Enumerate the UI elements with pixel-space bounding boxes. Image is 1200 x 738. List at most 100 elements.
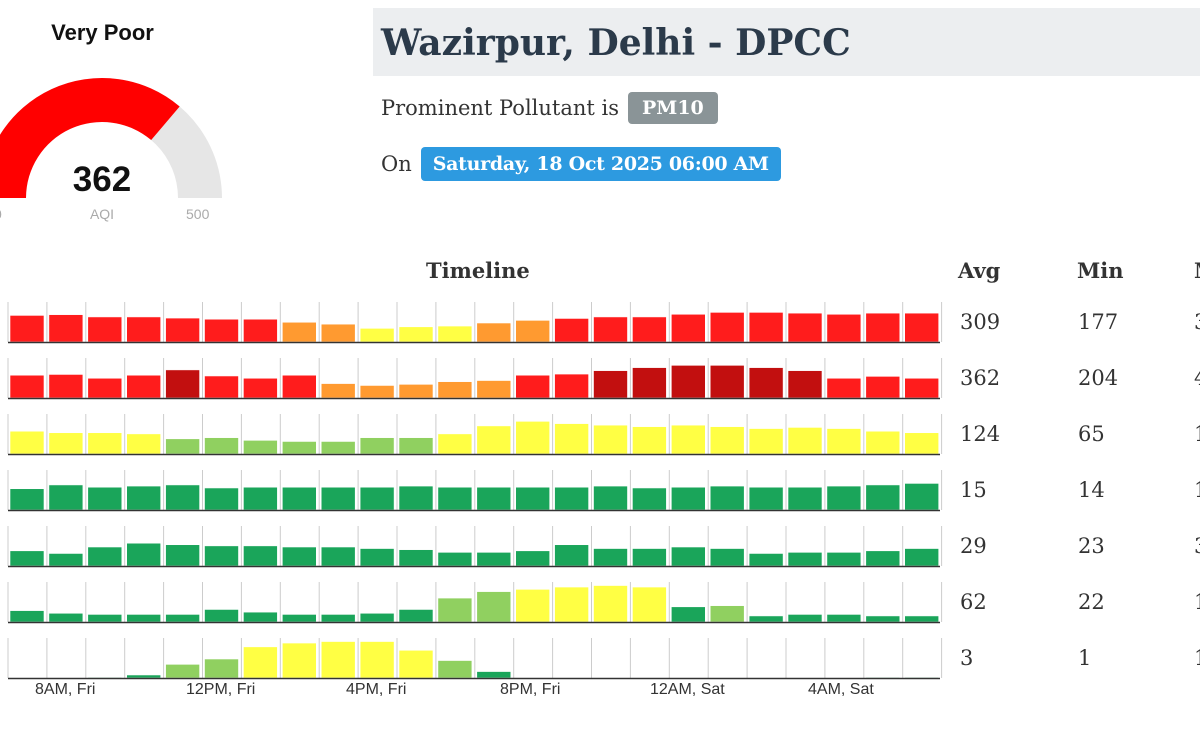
timeline-bar[interactable] xyxy=(204,318,239,343)
timeline-bar[interactable] xyxy=(165,438,200,455)
timeline-bar[interactable] xyxy=(48,432,84,455)
timeline-bar[interactable] xyxy=(398,609,434,623)
timeline-bar[interactable] xyxy=(476,425,512,455)
timeline-bar[interactable] xyxy=(48,314,84,343)
timeline-bar[interactable] xyxy=(359,612,395,623)
timeline-bar[interactable] xyxy=(281,374,317,399)
timeline-bar[interactable] xyxy=(165,369,200,399)
timeline-bar[interactable] xyxy=(165,664,200,679)
timeline-bar[interactable] xyxy=(243,646,278,679)
timeline-bar[interactable] xyxy=(865,550,901,567)
timeline-bar[interactable] xyxy=(826,614,862,623)
timeline-bar[interactable] xyxy=(87,486,123,511)
timeline-bar[interactable] xyxy=(476,486,512,511)
timeline-bar[interactable] xyxy=(281,441,317,455)
timeline-bar[interactable] xyxy=(787,370,823,399)
timeline-bar[interactable] xyxy=(359,548,395,567)
timeline-bar[interactable] xyxy=(165,544,200,567)
timeline-bar[interactable] xyxy=(437,325,473,343)
timeline-bar[interactable] xyxy=(826,377,862,399)
timeline-bar[interactable] xyxy=(87,377,123,399)
timeline-bar[interactable] xyxy=(9,488,45,511)
timeline-bar[interactable] xyxy=(87,546,123,567)
timeline-bar[interactable] xyxy=(593,485,628,511)
timeline-bar[interactable] xyxy=(904,548,940,567)
timeline-bar[interactable] xyxy=(904,377,940,399)
timeline-bar[interactable] xyxy=(126,674,161,679)
timeline-bar[interactable] xyxy=(9,315,45,343)
timeline-bar[interactable] xyxy=(320,614,356,623)
timeline-bar[interactable] xyxy=(632,426,667,455)
timeline-bar[interactable] xyxy=(865,484,901,511)
timeline-bar[interactable] xyxy=(515,589,551,623)
timeline-bar[interactable] xyxy=(670,313,706,343)
timeline-bar[interactable] xyxy=(204,375,239,399)
timeline-bar[interactable] xyxy=(709,426,745,455)
timeline-bar[interactable] xyxy=(709,485,745,511)
timeline-bar[interactable] xyxy=(748,615,784,623)
timeline-bar[interactable] xyxy=(554,486,589,511)
timeline-bar[interactable] xyxy=(243,440,278,455)
timeline-bar[interactable] xyxy=(359,641,395,679)
timeline-bar[interactable] xyxy=(87,614,123,623)
timeline-bar[interactable] xyxy=(904,432,940,455)
timeline-bar[interactable] xyxy=(865,312,901,343)
timeline-bar[interactable] xyxy=(748,486,784,511)
timeline-bar[interactable] xyxy=(398,384,434,399)
timeline-bar[interactable] xyxy=(670,486,706,511)
timeline-bar[interactable] xyxy=(126,433,161,455)
timeline-bar[interactable] xyxy=(126,614,161,623)
timeline-bar[interactable] xyxy=(204,437,239,455)
timeline-bar[interactable] xyxy=(826,313,862,343)
timeline-bar[interactable] xyxy=(398,326,434,343)
timeline-bar[interactable] xyxy=(48,553,84,567)
timeline-bar[interactable] xyxy=(126,374,161,399)
timeline-bar[interactable] xyxy=(826,428,862,455)
timeline-bar[interactable] xyxy=(281,321,317,343)
timeline-bar[interactable] xyxy=(748,553,784,567)
timeline-bar[interactable] xyxy=(398,437,434,455)
timeline-bar[interactable] xyxy=(281,486,317,511)
timeline-bar[interactable] xyxy=(437,552,473,567)
timeline-bar[interactable] xyxy=(9,550,45,567)
timeline-bar[interactable] xyxy=(320,323,356,343)
timeline-bar[interactable] xyxy=(632,487,667,511)
timeline-bar[interactable] xyxy=(243,545,278,567)
timeline-bar[interactable] xyxy=(787,552,823,567)
timeline-bar[interactable] xyxy=(126,485,161,511)
timeline-bar[interactable] xyxy=(437,597,473,623)
timeline-bar[interactable] xyxy=(632,316,667,343)
timeline-bar[interactable] xyxy=(48,374,84,399)
timeline-bar[interactable] xyxy=(281,546,317,567)
timeline-bar[interactable] xyxy=(554,423,589,455)
timeline-bar[interactable] xyxy=(204,545,239,567)
timeline-bar[interactable] xyxy=(165,484,200,511)
timeline-bar[interactable] xyxy=(476,591,512,623)
timeline-bar[interactable] xyxy=(554,544,589,567)
timeline-bar[interactable] xyxy=(748,312,784,343)
timeline-bar[interactable] xyxy=(281,642,317,679)
timeline-bar[interactable] xyxy=(9,610,45,623)
timeline-bar[interactable] xyxy=(670,365,706,399)
timeline-bar[interactable] xyxy=(398,549,434,567)
timeline-bar[interactable] xyxy=(126,316,161,343)
timeline-bar[interactable] xyxy=(748,428,784,455)
timeline-bar[interactable] xyxy=(243,486,278,511)
timeline-bar[interactable] xyxy=(670,606,706,623)
timeline-bar[interactable] xyxy=(359,328,395,343)
timeline-bar[interactable] xyxy=(709,548,745,567)
timeline-bar[interactable] xyxy=(515,374,551,399)
timeline-bar[interactable] xyxy=(204,658,239,679)
timeline-bar[interactable] xyxy=(515,320,551,343)
timeline-bar[interactable] xyxy=(243,611,278,623)
timeline-bar[interactable] xyxy=(593,585,628,623)
timeline-bar[interactable] xyxy=(787,312,823,343)
timeline-bar[interactable] xyxy=(320,383,356,399)
timeline-bar[interactable] xyxy=(320,546,356,567)
timeline-bar[interactable] xyxy=(437,486,473,511)
timeline-bar[interactable] xyxy=(632,548,667,567)
timeline-bar[interactable] xyxy=(632,586,667,623)
timeline-bar[interactable] xyxy=(476,552,512,567)
timeline-bar[interactable] xyxy=(243,377,278,399)
timeline-bar[interactable] xyxy=(398,485,434,511)
